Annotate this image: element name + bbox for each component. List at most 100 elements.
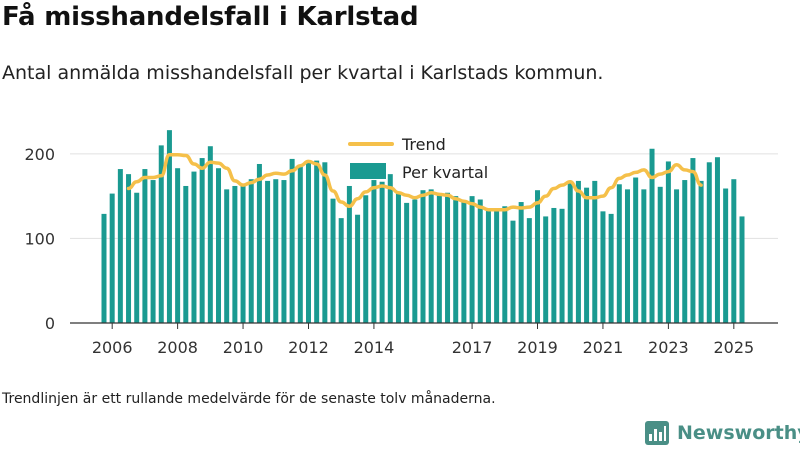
- x-tick-label: 2021: [583, 338, 624, 357]
- bar: [698, 180, 704, 323]
- bar: [485, 208, 491, 323]
- brand-name: Newsworthy: [677, 422, 800, 444]
- bar: [559, 208, 565, 323]
- bar: [297, 166, 303, 323]
- bar: [592, 180, 598, 323]
- bar: [453, 196, 459, 323]
- bar: [461, 202, 467, 323]
- bar: [477, 199, 483, 323]
- bar: [600, 211, 606, 323]
- x-tick-label: 2010: [223, 338, 264, 357]
- bar: [166, 130, 172, 323]
- bar: [379, 181, 385, 323]
- bar-series: [101, 130, 745, 323]
- bar: [723, 188, 729, 323]
- bar: [387, 174, 393, 323]
- bar: [445, 192, 451, 323]
- bar: [649, 148, 655, 323]
- bar: [338, 218, 344, 323]
- x-axis-ticks: 2006 2008 2010 2012 2014 2017 2019 2021 2023 2025: [92, 323, 754, 357]
- x-tick-label: 2019: [517, 338, 558, 357]
- x-tick-label: 2008: [157, 338, 198, 357]
- brand-logo[interactable]: Newsworthy: [645, 420, 800, 446]
- bar: [526, 218, 532, 323]
- page-title: Få misshandelsfall i Karlstad: [2, 2, 419, 32]
- bar: [207, 146, 213, 323]
- bar: [567, 181, 573, 323]
- bar: [142, 169, 148, 323]
- bar: [355, 214, 361, 323]
- x-tick-label: 2025: [713, 338, 754, 357]
- bar: [289, 158, 295, 323]
- legend-bars-label: Per kvartal: [402, 163, 488, 182]
- bar: [706, 162, 712, 323]
- bar: [535, 190, 541, 323]
- bar: [117, 169, 123, 323]
- bar: [633, 177, 639, 323]
- bar: [256, 163, 262, 323]
- footnote: Trendlinjen är ett rullande medelvärde f…: [2, 391, 496, 407]
- bar: [109, 193, 115, 323]
- x-tick-label: 2014: [354, 338, 395, 357]
- bar: [502, 206, 508, 323]
- legend: Trend Per kvartal: [348, 135, 488, 182]
- bar: [305, 162, 311, 323]
- bar: [224, 189, 230, 323]
- x-tick-label: 2006: [92, 338, 133, 357]
- y-axis-ticks: 0 100 200: [24, 145, 55, 333]
- y-tick-label: 200: [24, 145, 55, 164]
- bar: [126, 174, 132, 323]
- bar: [616, 184, 622, 323]
- bar: [714, 157, 720, 323]
- bar: [183, 185, 189, 323]
- bar: [395, 193, 401, 323]
- bar: [371, 180, 377, 323]
- bar: [175, 168, 181, 323]
- bar: [641, 189, 647, 323]
- bar: [690, 158, 696, 323]
- bar: [346, 185, 352, 323]
- bar: [420, 190, 426, 323]
- y-tick-label: 0: [45, 314, 55, 333]
- bar: [281, 180, 287, 323]
- bar: [322, 162, 328, 323]
- bar: [330, 198, 336, 323]
- x-tick-label: 2012: [288, 338, 329, 357]
- bar: [158, 145, 164, 323]
- x-tick-label: 2017: [452, 338, 493, 357]
- x-tick-label: 2023: [648, 338, 689, 357]
- bar: [191, 171, 197, 323]
- bar: [608, 213, 614, 323]
- bar: [134, 192, 140, 323]
- bar: [412, 199, 418, 323]
- bar: [216, 168, 222, 323]
- legend-bars-swatch: [350, 163, 386, 179]
- bar: [518, 202, 524, 323]
- bar: [624, 189, 630, 323]
- bar: [363, 195, 369, 323]
- bar: [543, 216, 549, 323]
- bar: [469, 196, 475, 323]
- bar: [657, 186, 663, 323]
- trend-series: [126, 152, 703, 212]
- bar: [682, 180, 688, 323]
- bar: [665, 161, 671, 323]
- bar: [248, 179, 254, 323]
- legend-trend-label: Trend: [401, 135, 446, 154]
- bar: [232, 185, 238, 323]
- bar: [199, 158, 205, 323]
- bar: [575, 180, 581, 323]
- bar: [494, 210, 500, 323]
- bar: [551, 207, 557, 323]
- chart-subtitle: Antal anmälda misshandelsfall per kvarta…: [2, 62, 604, 84]
- bar: [428, 189, 434, 323]
- bar: [731, 179, 737, 323]
- bar: [101, 213, 107, 323]
- bar: [273, 179, 279, 323]
- bar: [584, 187, 590, 323]
- bar: [674, 189, 680, 323]
- bar: [314, 160, 320, 323]
- bar: [150, 180, 156, 323]
- bar: [404, 202, 410, 323]
- quarterly-assault-chart: 0 100 200 2006 2008 2010 2012 2014 2017 2019 2021…: [24, 130, 778, 357]
